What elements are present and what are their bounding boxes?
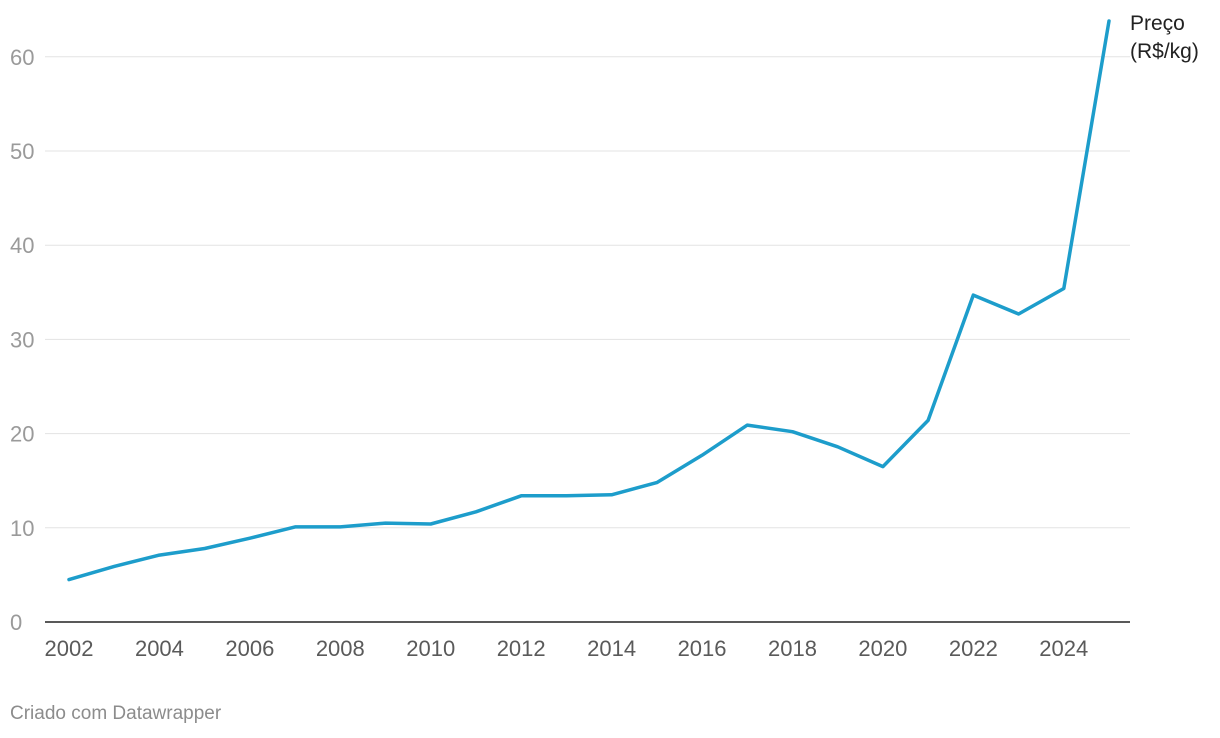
data-point bbox=[1062, 287, 1066, 291]
x-tick-label: 2022 bbox=[949, 636, 998, 661]
gridlines bbox=[45, 56, 1130, 623]
x-tick-label: 2018 bbox=[768, 636, 817, 661]
data-point bbox=[790, 430, 794, 434]
y-tick-label: 40 bbox=[10, 233, 34, 258]
credit-text: Criado com Datawrapper bbox=[10, 703, 222, 724]
data-point bbox=[971, 293, 975, 297]
x-tick-label: 2016 bbox=[678, 636, 727, 661]
data-point bbox=[67, 578, 71, 582]
data-point bbox=[157, 553, 161, 557]
x-tick-label: 2012 bbox=[497, 636, 546, 661]
y-tick-label: 0 bbox=[10, 610, 22, 635]
x-tick-label: 2014 bbox=[587, 636, 636, 661]
data-point bbox=[1107, 19, 1111, 23]
data-point bbox=[700, 453, 704, 457]
data-point bbox=[112, 564, 116, 568]
data-point bbox=[1017, 312, 1021, 316]
x-tick-label: 2020 bbox=[858, 636, 907, 661]
y-tick-label: 20 bbox=[10, 422, 34, 447]
x-tick-label: 2008 bbox=[316, 636, 365, 661]
y-axis: 0 10 20 30 40 50 60 bbox=[10, 45, 34, 635]
x-tick-label: 2004 bbox=[135, 636, 184, 661]
data-point bbox=[881, 465, 885, 469]
data-point bbox=[384, 521, 388, 525]
data-point bbox=[610, 493, 614, 497]
x-tick-label: 2010 bbox=[406, 636, 455, 661]
x-tick-label: 2006 bbox=[225, 636, 274, 661]
series-group bbox=[67, 19, 1111, 582]
series-label-line: Preço bbox=[1130, 12, 1185, 35]
data-point bbox=[474, 510, 478, 514]
data-point bbox=[293, 525, 297, 529]
data-point bbox=[429, 522, 433, 526]
data-point bbox=[926, 418, 930, 422]
data-point bbox=[655, 481, 659, 485]
y-tick-label: 30 bbox=[10, 327, 34, 352]
data-point bbox=[519, 494, 523, 498]
data-point bbox=[564, 494, 568, 498]
series-label: Preço (R$/kg) bbox=[1130, 12, 1199, 63]
data-point bbox=[338, 525, 342, 529]
y-tick-label: 60 bbox=[10, 45, 34, 70]
y-tick-label: 50 bbox=[10, 139, 34, 164]
data-point bbox=[836, 445, 840, 449]
data-point bbox=[745, 423, 749, 427]
x-axis: 2002 2004 2006 2008 2010 2012 2014 2016 2018 2020… bbox=[45, 636, 1089, 661]
x-tick-label: 2024 bbox=[1039, 636, 1088, 661]
y-tick-label: 10 bbox=[10, 516, 34, 541]
data-point bbox=[248, 536, 252, 540]
series-label-line: (R$/kg) bbox=[1130, 40, 1199, 63]
data-point bbox=[203, 547, 207, 551]
series-line-0 bbox=[67, 19, 1111, 582]
x-tick-label: 2002 bbox=[45, 636, 94, 661]
